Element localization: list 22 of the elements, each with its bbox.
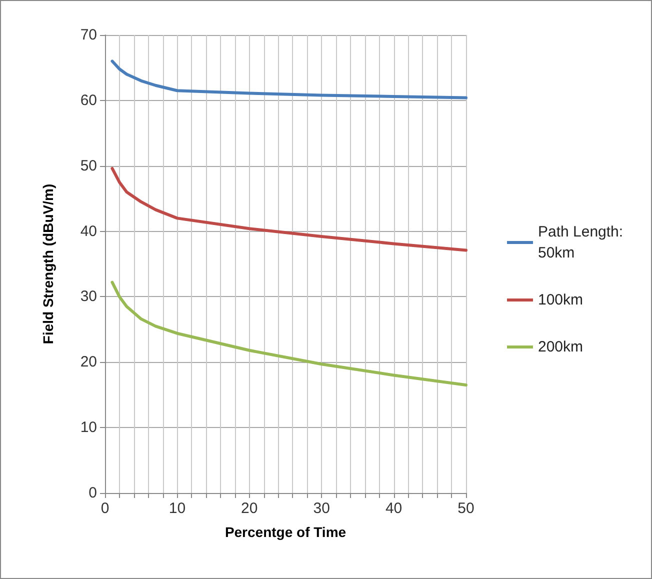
y-tick-label: 50: [80, 157, 97, 174]
x-tick-label: 20: [241, 500, 258, 517]
legend-label: 100km: [538, 292, 584, 308]
x-tick-label: 10: [168, 500, 186, 517]
y-tick-label: 0: [88, 484, 97, 502]
y-tick-label: 10: [80, 419, 97, 436]
legend-label: 200km: [538, 338, 584, 356]
line-series: [110, 60, 468, 100]
x-axis-title: Percentge of Time: [224, 524, 346, 540]
x-tick-label: 30: [313, 500, 330, 517]
legend-label: Path Length: 50km: [538, 224, 628, 262]
line-series: [110, 166, 468, 252]
x-tick-label: 40: [385, 500, 402, 517]
y-tick-label: 70: [80, 26, 97, 44]
x-tick-label: 0: [100, 500, 110, 517]
y-tick-label: 30: [80, 288, 97, 306]
y-tick-label: 40: [80, 222, 97, 240]
line-series: [110, 280, 468, 387]
y-axis-title: Field Strength (dBuV/m): [40, 184, 56, 344]
x-tick-label: 50: [458, 500, 474, 517]
y-tick-label: 60: [80, 92, 97, 109]
y-tick-label: 20: [80, 354, 97, 371]
